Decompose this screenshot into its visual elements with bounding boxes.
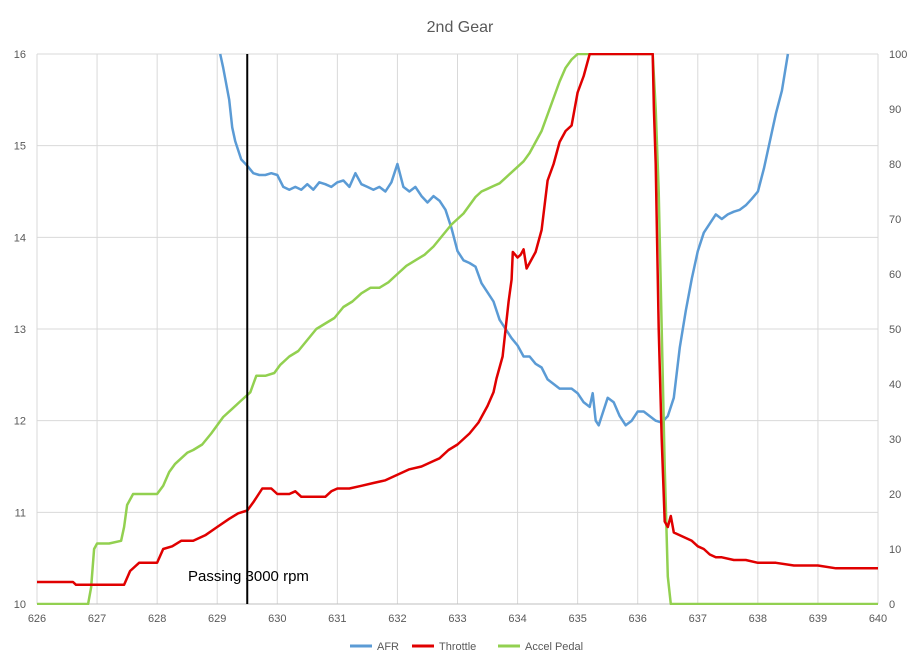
right-y-tick-label: 30 <box>889 434 901 446</box>
gridlines <box>36 53 879 605</box>
series-line-accel-pedal <box>37 53 878 605</box>
x-tick-labels: 626 627 628 629 630 631 632 633 634 635 636 637 638 6… <box>28 613 887 625</box>
x-tick-label: 627 <box>88 613 106 625</box>
right-y-tick-label: 90 <box>889 104 901 116</box>
legend-label: AFR <box>377 641 399 653</box>
left-y-tick-label: 16 <box>14 49 26 61</box>
x-tick-label: 635 <box>568 613 586 625</box>
x-tick-label: 626 <box>28 613 46 625</box>
right-y-tick-label: 80 <box>889 159 901 171</box>
left-y-tick-label: 12 <box>14 416 26 428</box>
annotation-group: Passing 3000 rpm <box>188 54 309 604</box>
left-y-tick-label: 13 <box>14 324 26 336</box>
x-tick-label: 640 <box>869 613 887 625</box>
right-y-tick-label: 50 <box>889 324 901 336</box>
right-y-tick-label: 20 <box>889 489 901 501</box>
x-tick-label: 629 <box>208 613 226 625</box>
x-tick-label: 637 <box>689 613 707 625</box>
right-y-tick-label: 0 <box>889 599 895 611</box>
chart-title: 2nd Gear <box>427 19 494 36</box>
annotation-label: Passing 3000 rpm <box>188 568 309 585</box>
x-tick-label: 638 <box>749 613 767 625</box>
left-y-tick-labels: 10 11 12 13 14 15 16 <box>14 49 26 611</box>
left-y-tick-label: 15 <box>14 141 26 153</box>
right-y-tick-label: 70 <box>889 214 901 226</box>
x-tick-label: 636 <box>629 613 647 625</box>
right-y-tick-labels: 0 10 20 30 40 50 60 70 80 90 100 <box>889 49 907 611</box>
x-tick-label: 633 <box>448 613 466 625</box>
left-y-tick-label: 10 <box>14 599 26 611</box>
x-tick-label: 631 <box>328 613 346 625</box>
legend-label: Throttle <box>439 641 476 653</box>
x-tick-label: 639 <box>809 613 827 625</box>
series-line-throttle <box>37 53 878 587</box>
series-lines <box>37 53 878 605</box>
right-y-tick-label: 10 <box>889 544 901 556</box>
right-y-tick-label: 60 <box>889 269 901 281</box>
left-y-tick-label: 11 <box>15 507 26 519</box>
x-tick-label: 632 <box>388 613 406 625</box>
x-tick-label: 634 <box>508 613 526 625</box>
legend: AFR Throttle Accel Pedal <box>350 641 583 653</box>
legend-label: Accel Pedal <box>525 641 583 653</box>
left-y-tick-label: 14 <box>14 232 26 244</box>
right-y-tick-label: 100 <box>889 49 907 61</box>
x-tick-label: 628 <box>148 613 166 625</box>
x-tick-label: 630 <box>268 613 286 625</box>
right-y-tick-label: 40 <box>889 379 901 391</box>
series-line-afr <box>218 53 790 427</box>
